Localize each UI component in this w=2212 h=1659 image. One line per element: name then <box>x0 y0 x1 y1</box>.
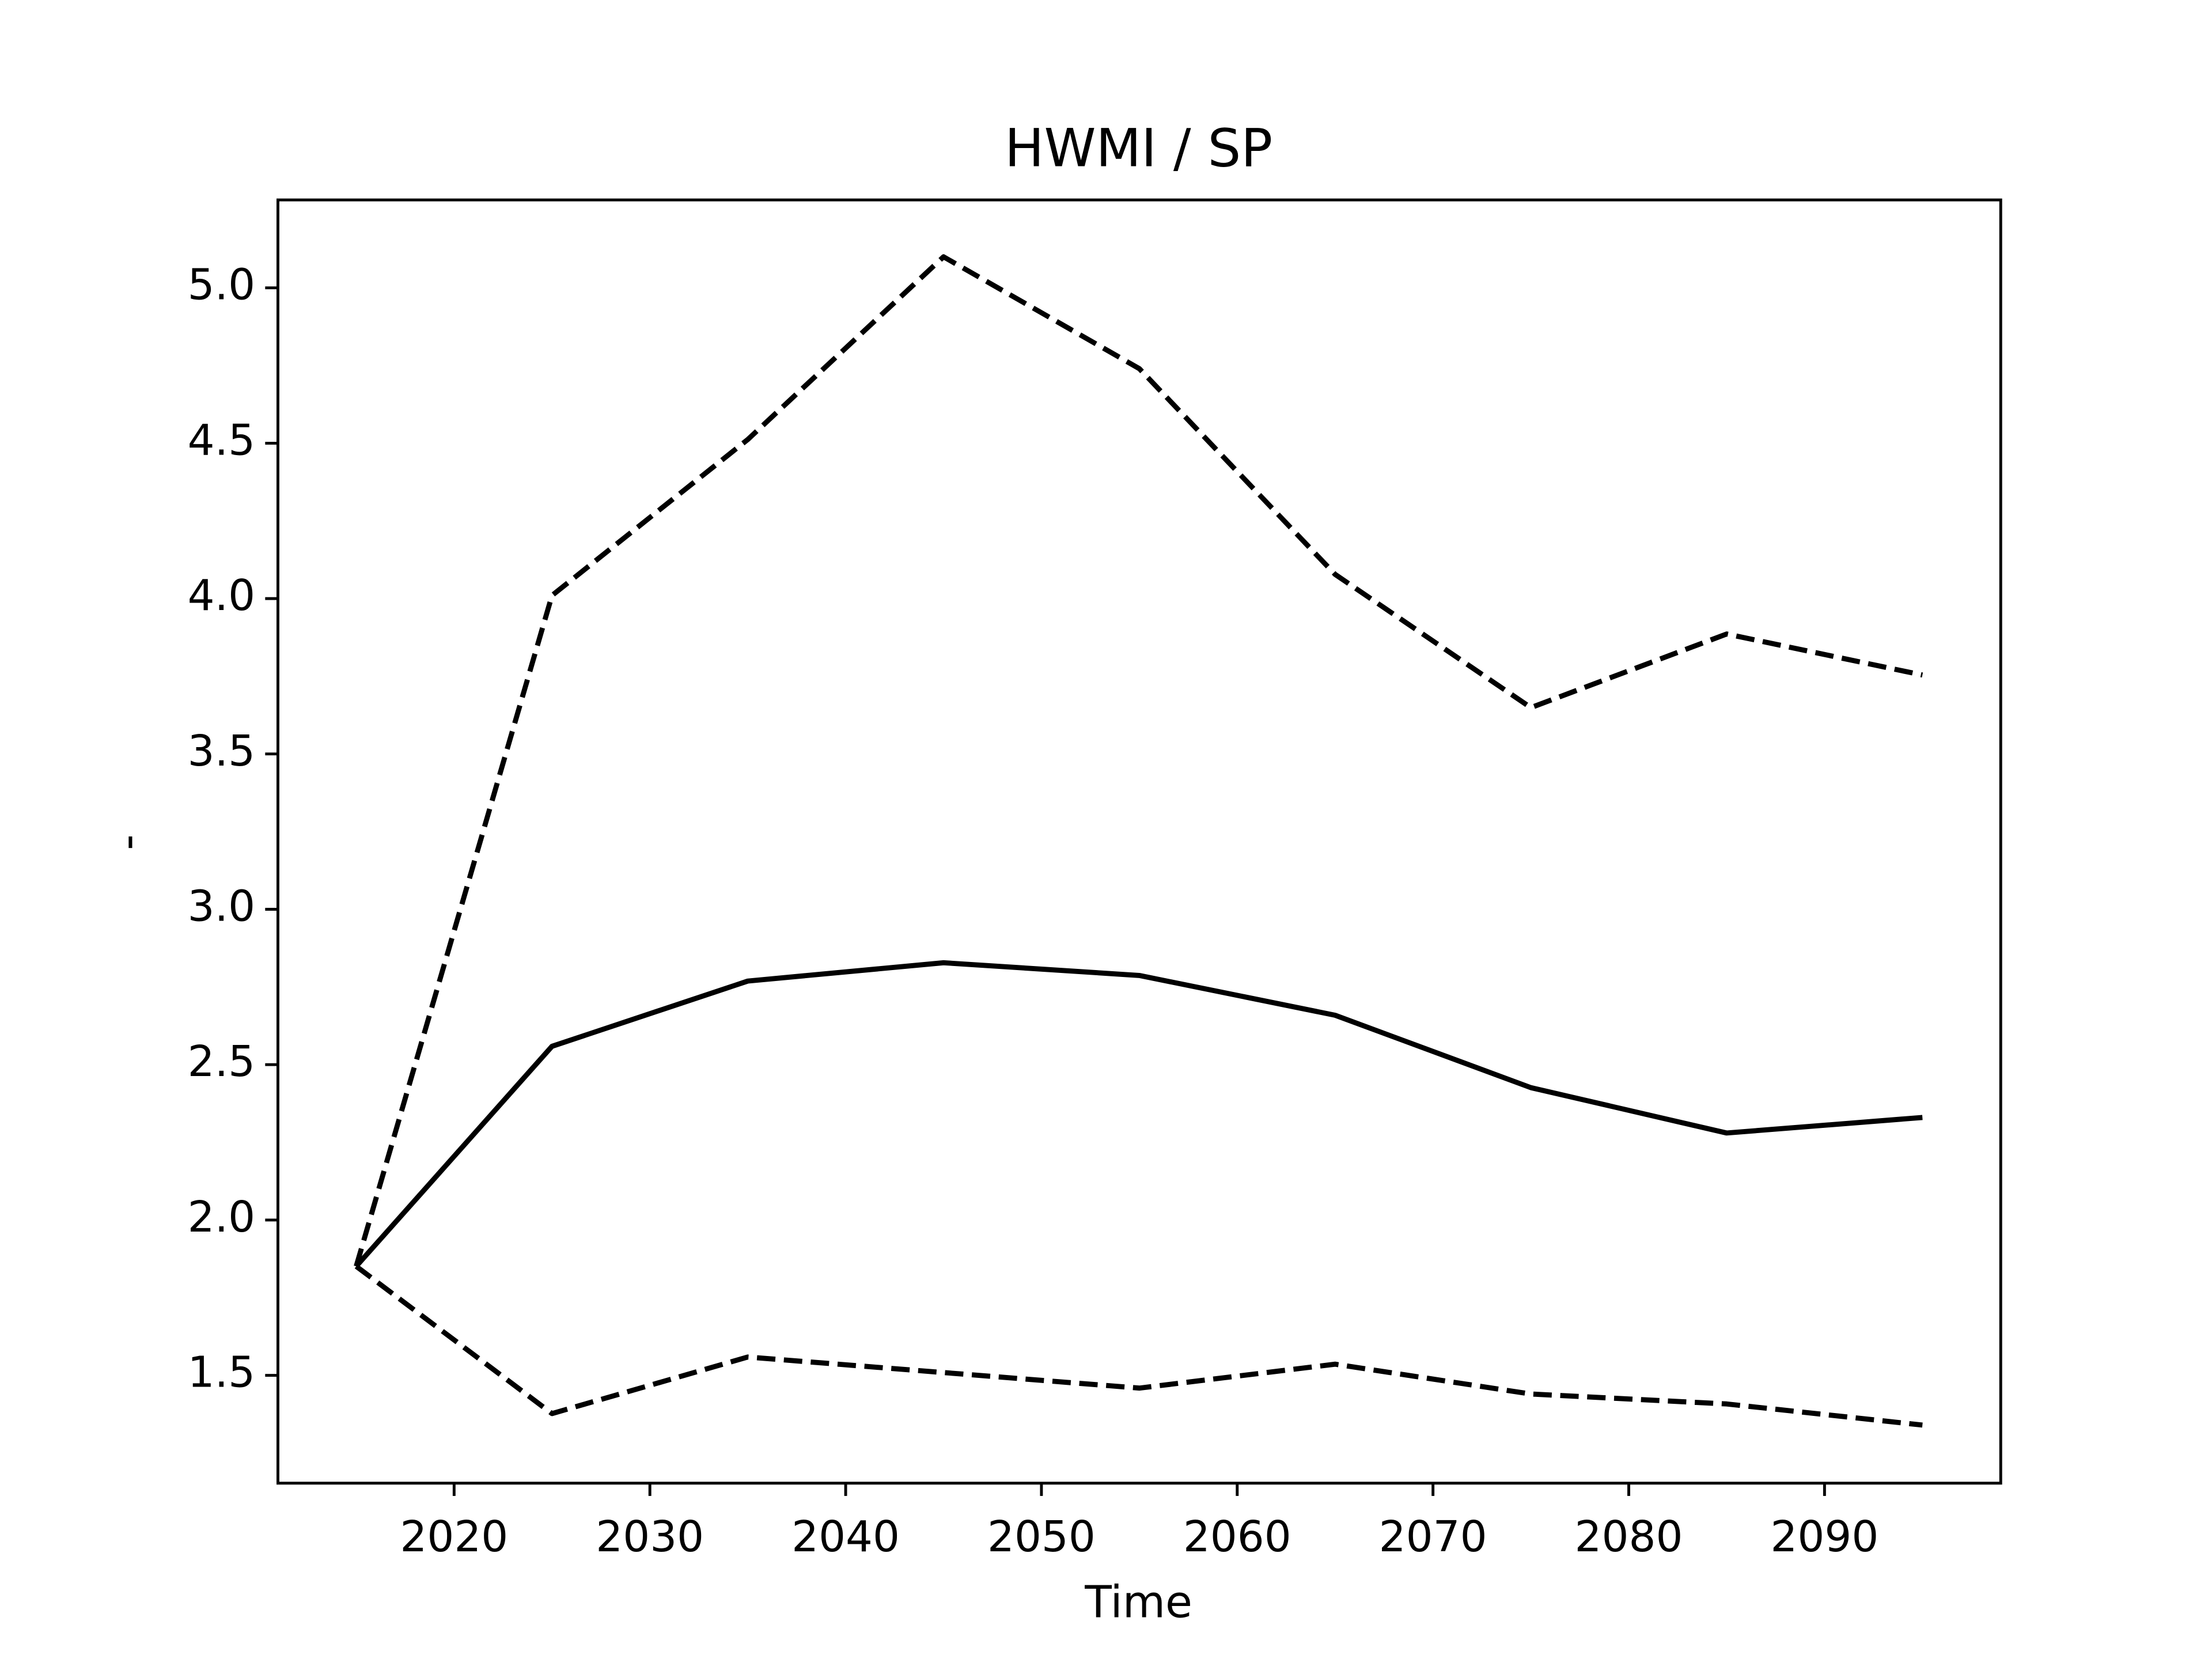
x-tick-label: 2040 <box>791 1512 900 1562</box>
x-tick-label: 2060 <box>1183 1512 1291 1562</box>
series-line <box>354 960 1923 1268</box>
y-tick-label: 2.5 <box>188 1037 255 1086</box>
y-tick-label: 5.0 <box>188 260 255 310</box>
plot-frame <box>276 198 2002 1485</box>
x-tick-label: 2030 <box>596 1512 704 1562</box>
chart-title: HWMI / SP <box>1005 118 1272 179</box>
y-tick-label: 2.0 <box>188 1192 255 1242</box>
y-tick-label: 3.5 <box>188 726 255 776</box>
x-axis-label: Time <box>1084 1576 1192 1627</box>
series-line <box>354 254 1923 1267</box>
x-tick-label: 2070 <box>1379 1512 1487 1562</box>
x-tick-label: 2050 <box>987 1512 1096 1562</box>
x-tick-label: 2080 <box>1575 1512 1683 1562</box>
x-tick-label: 2020 <box>400 1512 508 1562</box>
y-axis-label: - <box>101 834 153 850</box>
y-tick-label: 3.0 <box>188 882 255 931</box>
y-tick-label: 4.0 <box>188 571 255 620</box>
y-tick-label: 4.5 <box>188 415 255 465</box>
x-tick-label: 2090 <box>1770 1512 1878 1562</box>
series-line <box>354 1264 1923 1428</box>
y-tick-label: 1.5 <box>188 1348 255 1397</box>
